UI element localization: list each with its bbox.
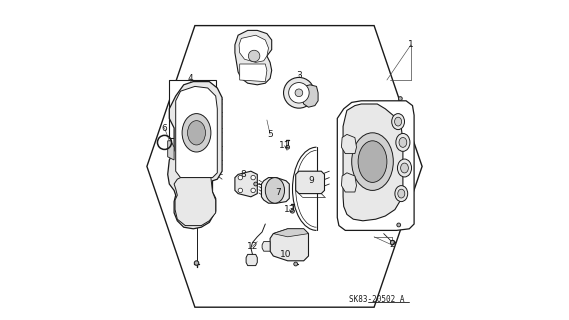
Ellipse shape: [248, 50, 260, 62]
Ellipse shape: [194, 261, 199, 265]
Text: 4: 4: [187, 74, 193, 83]
Ellipse shape: [251, 175, 255, 180]
Text: 9: 9: [309, 176, 315, 185]
Ellipse shape: [398, 97, 402, 100]
Ellipse shape: [238, 188, 242, 193]
Ellipse shape: [238, 175, 242, 180]
Text: 10: 10: [281, 250, 292, 259]
Ellipse shape: [254, 182, 258, 186]
Polygon shape: [246, 254, 257, 266]
Polygon shape: [273, 229, 308, 237]
Ellipse shape: [358, 141, 387, 182]
Polygon shape: [168, 141, 174, 160]
Ellipse shape: [391, 114, 405, 130]
Ellipse shape: [295, 89, 303, 97]
Text: 13: 13: [283, 205, 295, 214]
Ellipse shape: [188, 121, 205, 145]
Polygon shape: [239, 35, 269, 62]
Polygon shape: [176, 86, 217, 178]
Ellipse shape: [399, 138, 407, 147]
Polygon shape: [170, 80, 216, 138]
Ellipse shape: [286, 145, 290, 149]
Polygon shape: [337, 101, 414, 230]
Ellipse shape: [283, 77, 314, 108]
Ellipse shape: [291, 209, 294, 213]
Polygon shape: [235, 30, 272, 85]
Ellipse shape: [265, 178, 284, 203]
Text: SK83-20502 A: SK83-20502 A: [349, 295, 405, 304]
Text: 3: 3: [296, 71, 302, 80]
Polygon shape: [302, 85, 318, 107]
Text: 5: 5: [267, 130, 273, 139]
Polygon shape: [262, 178, 289, 203]
Polygon shape: [240, 64, 267, 82]
Ellipse shape: [288, 83, 309, 103]
Polygon shape: [262, 242, 270, 251]
Ellipse shape: [398, 159, 411, 177]
Polygon shape: [235, 171, 257, 197]
Ellipse shape: [398, 189, 405, 198]
Ellipse shape: [395, 186, 408, 202]
Polygon shape: [168, 82, 222, 229]
Polygon shape: [341, 134, 357, 154]
Ellipse shape: [394, 117, 402, 126]
Polygon shape: [296, 171, 324, 194]
Ellipse shape: [396, 133, 410, 151]
Text: 2: 2: [389, 240, 394, 249]
Ellipse shape: [390, 240, 395, 245]
Ellipse shape: [294, 262, 298, 266]
Text: 8: 8: [240, 170, 246, 179]
Ellipse shape: [397, 223, 401, 227]
Text: 1: 1: [408, 40, 414, 49]
Polygon shape: [270, 229, 308, 261]
Text: 11: 11: [279, 141, 290, 150]
Polygon shape: [174, 178, 216, 226]
Text: 12: 12: [247, 242, 258, 251]
Text: 7: 7: [275, 188, 281, 196]
Polygon shape: [341, 173, 357, 192]
Polygon shape: [343, 104, 403, 221]
Ellipse shape: [182, 114, 211, 152]
Text: 6: 6: [162, 124, 167, 132]
Ellipse shape: [401, 163, 409, 173]
Ellipse shape: [352, 133, 393, 190]
Ellipse shape: [251, 188, 255, 193]
